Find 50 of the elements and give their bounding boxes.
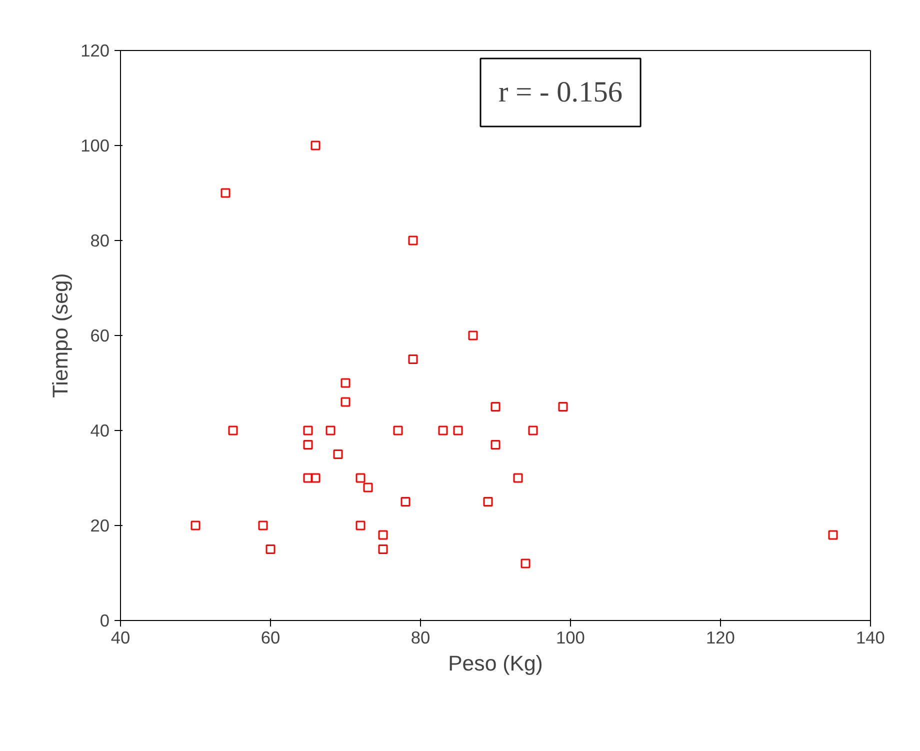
point bbox=[513, 473, 523, 483]
y-tick-label: 20 bbox=[90, 516, 110, 536]
point bbox=[228, 426, 238, 436]
y-tick-label: 40 bbox=[90, 420, 110, 440]
point bbox=[408, 354, 418, 364]
point bbox=[266, 544, 276, 554]
y-tick-label: 100 bbox=[80, 136, 110, 156]
y-tick-label: 80 bbox=[90, 230, 110, 250]
point bbox=[190, 520, 200, 530]
point bbox=[326, 426, 336, 436]
point bbox=[378, 530, 388, 540]
point bbox=[520, 558, 530, 568]
point bbox=[483, 497, 493, 506]
point bbox=[490, 440, 500, 450]
point bbox=[408, 236, 418, 246]
y-axis-title: Tiempo (seg) bbox=[48, 273, 73, 398]
point bbox=[310, 473, 320, 483]
x-tick-label: 120 bbox=[706, 628, 735, 648]
point bbox=[303, 440, 313, 450]
point bbox=[363, 482, 373, 492]
point bbox=[438, 426, 448, 436]
x-tick-label: 140 bbox=[856, 628, 885, 648]
y-tick-label: 0 bbox=[100, 610, 110, 630]
point bbox=[303, 426, 313, 436]
point bbox=[303, 473, 313, 483]
point bbox=[528, 426, 538, 436]
annotation: r = - 0.156 bbox=[498, 76, 623, 108]
x-tick-label: 80 bbox=[410, 628, 430, 648]
point bbox=[340, 378, 350, 388]
point bbox=[453, 426, 463, 436]
x-axis-title: Peso (Kg) bbox=[448, 652, 543, 676]
point bbox=[340, 397, 350, 407]
point bbox=[558, 402, 568, 412]
point bbox=[378, 544, 388, 554]
point bbox=[490, 402, 500, 412]
point bbox=[828, 530, 838, 540]
x-tick-label: 100 bbox=[556, 628, 585, 648]
point bbox=[393, 426, 403, 436]
y-tick-label: 60 bbox=[90, 326, 110, 346]
point bbox=[333, 450, 343, 459]
point bbox=[356, 520, 366, 530]
point bbox=[400, 497, 410, 506]
y-tick-label: 120 bbox=[80, 40, 110, 60]
x-tick-label: 60 bbox=[260, 628, 280, 648]
point bbox=[468, 330, 478, 340]
point bbox=[310, 140, 320, 150]
x-tick-label: 40 bbox=[110, 628, 130, 648]
point bbox=[220, 188, 230, 198]
point bbox=[356, 473, 366, 483]
point bbox=[258, 520, 268, 530]
